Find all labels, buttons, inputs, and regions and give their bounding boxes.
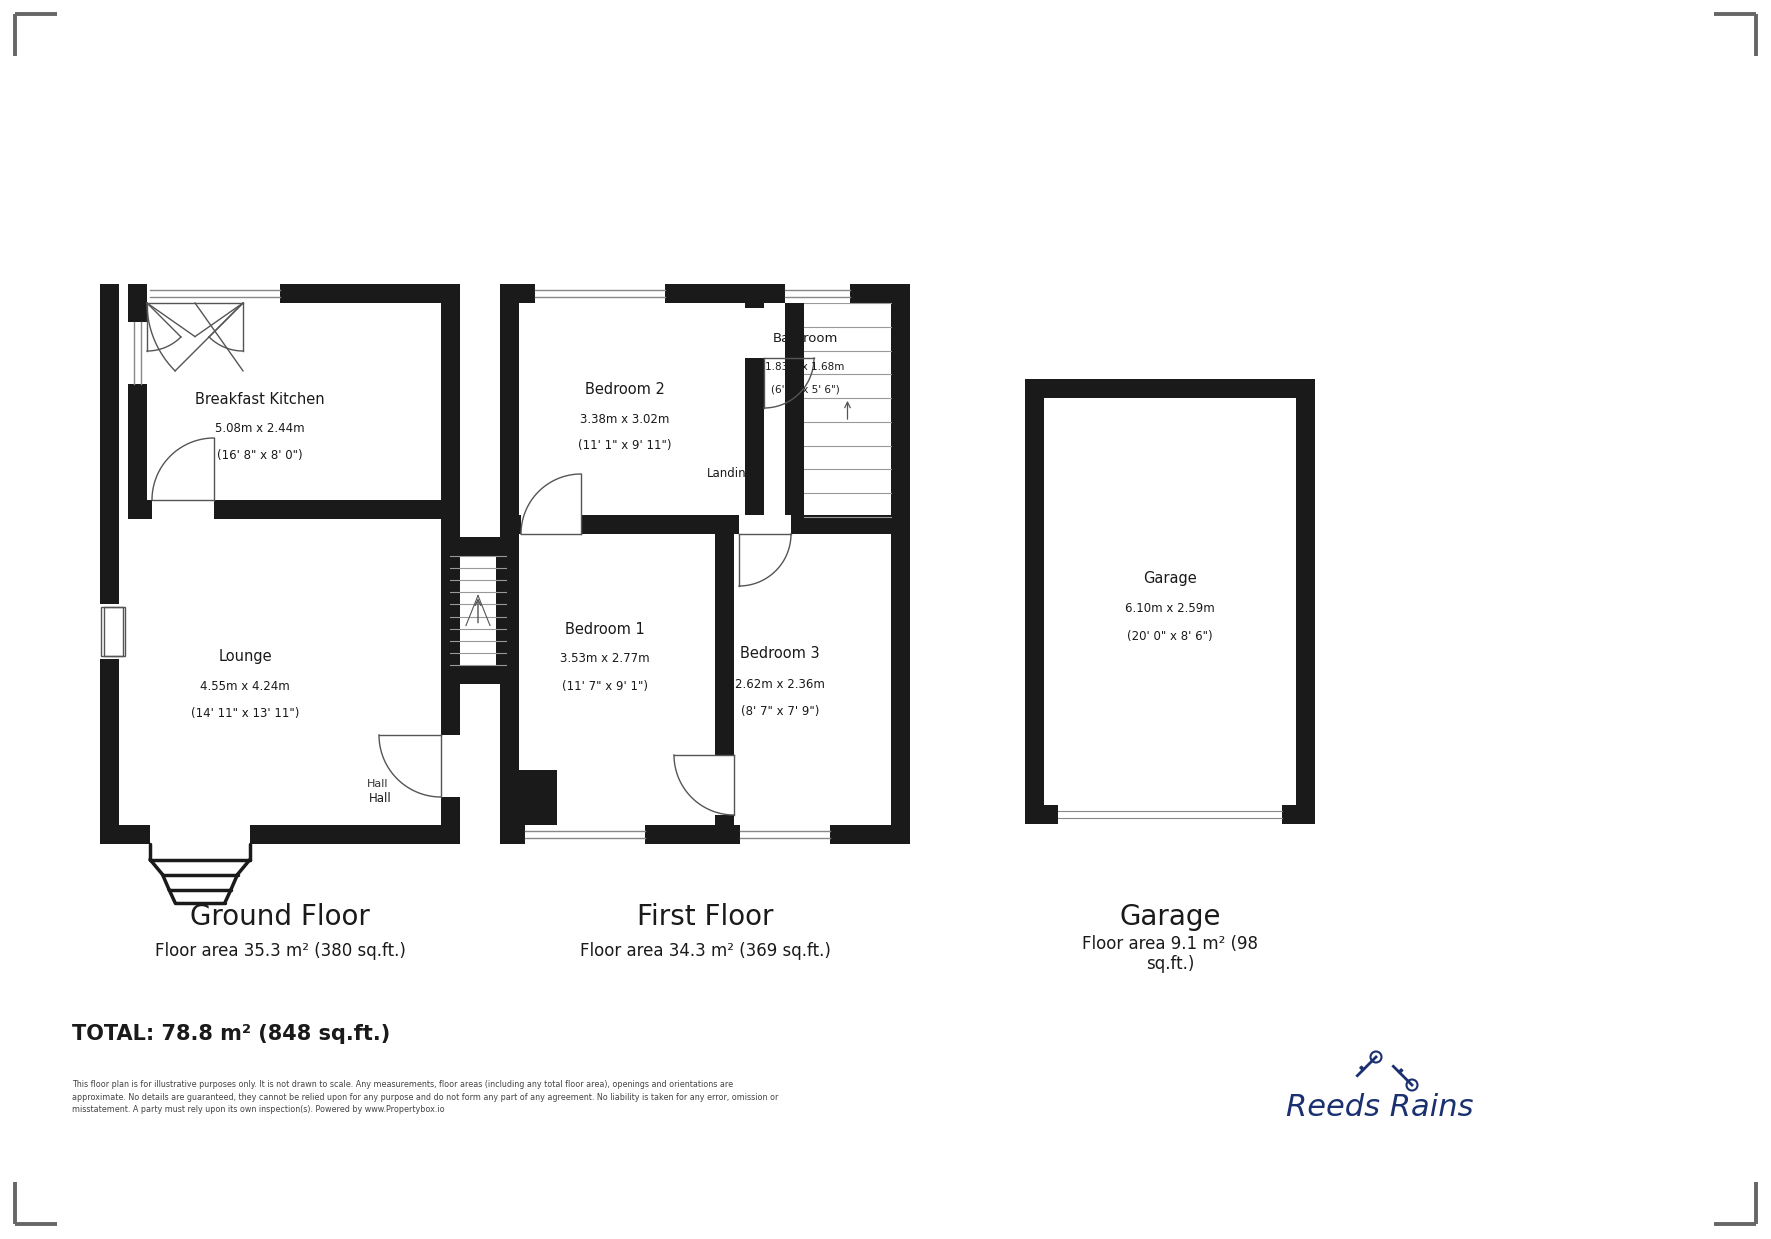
Text: Garage: Garage — [1142, 571, 1197, 586]
Bar — [99, 284, 119, 844]
Text: Hall: Hall — [368, 793, 391, 805]
Bar — [1025, 379, 1316, 398]
Bar — [740, 825, 831, 844]
Bar — [524, 825, 645, 844]
Bar — [535, 284, 664, 304]
Text: Breakfast Kitchen: Breakfast Kitchen — [195, 392, 324, 406]
Bar — [521, 515, 581, 534]
Bar — [99, 284, 460, 304]
Bar — [891, 284, 910, 844]
Bar — [1057, 804, 1282, 825]
Bar — [499, 825, 910, 844]
Bar — [99, 603, 128, 659]
Text: Floor area 35.3 m² (380 sq.ft.): Floor area 35.3 m² (380 sq.ft.) — [154, 942, 406, 960]
Text: 3.38m x 3.02m: 3.38m x 3.02m — [581, 413, 669, 425]
Text: Bedroom 3: Bedroom 3 — [740, 647, 820, 662]
Text: Ground Floor: Ground Floor — [189, 903, 370, 930]
Text: (8' 7" x 7' 9"): (8' 7" x 7' 9") — [740, 705, 820, 717]
Bar — [1025, 379, 1043, 824]
Bar — [499, 515, 910, 534]
Text: 4.55m x 4.24m: 4.55m x 4.24m — [200, 680, 290, 694]
Text: (14' 11" x 13' 11"): (14' 11" x 13' 11") — [191, 707, 299, 721]
Bar — [441, 665, 515, 684]
Text: 1.83m x 1.68m: 1.83m x 1.68m — [765, 362, 845, 372]
Bar — [739, 515, 792, 534]
Bar — [715, 534, 733, 844]
Bar — [99, 501, 460, 519]
Text: 3.53m x 2.77m: 3.53m x 2.77m — [560, 653, 650, 665]
Text: Bedroom 1: Bedroom 1 — [565, 622, 645, 637]
Text: Bedroom 2: Bedroom 2 — [584, 382, 664, 396]
Bar — [147, 284, 243, 304]
Text: Bathroom: Bathroom — [772, 332, 838, 346]
Bar — [746, 284, 763, 534]
Bar — [1025, 805, 1316, 824]
Text: (11' 7" x 9' 1"): (11' 7" x 9' 1") — [561, 679, 648, 693]
Bar — [128, 284, 147, 519]
Text: Lounge: Lounge — [218, 649, 271, 664]
Text: (16' 8" x 8' 0"): (16' 8" x 8' 0") — [218, 450, 303, 462]
Bar — [1296, 379, 1316, 824]
Text: Garage: Garage — [1119, 903, 1220, 930]
Bar — [104, 607, 122, 655]
Bar — [746, 309, 763, 358]
Text: 5.08m x 2.44m: 5.08m x 2.44m — [216, 422, 305, 435]
Bar — [151, 284, 280, 304]
Text: Reeds Rains: Reeds Rains — [1286, 1093, 1473, 1121]
Bar — [715, 755, 733, 815]
Bar — [101, 607, 126, 655]
Text: Floor area 9.1 m² (98
sq.ft.): Floor area 9.1 m² (98 sq.ft.) — [1082, 934, 1257, 974]
Text: (20' 0" x 8' 6"): (20' 0" x 8' 6") — [1126, 629, 1213, 643]
Bar — [152, 501, 214, 519]
Bar — [119, 284, 147, 519]
Bar — [99, 825, 460, 844]
Text: (11' 1" x 9' 11"): (11' 1" x 9' 11") — [579, 440, 671, 452]
Bar — [496, 536, 515, 684]
Bar — [151, 825, 250, 844]
Bar — [519, 769, 558, 825]
Bar — [441, 536, 515, 556]
Text: This floor plan is for illustrative purposes only. It is not drawn to scale. Any: This floor plan is for illustrative purp… — [73, 1080, 779, 1114]
Text: Floor area 34.3 m² (369 sq.ft.): Floor area 34.3 m² (369 sq.ft.) — [579, 942, 831, 960]
Text: (6' 0" x 5' 6"): (6' 0" x 5' 6") — [770, 384, 839, 394]
Text: 6.10m x 2.59m: 6.10m x 2.59m — [1125, 602, 1215, 616]
Text: Landing: Landing — [707, 467, 754, 481]
Bar — [785, 304, 804, 517]
Text: TOTAL: 78.8 m² (848 sq.ft.): TOTAL: 78.8 m² (848 sq.ft.) — [73, 1023, 390, 1044]
Text: 2.62m x 2.36m: 2.62m x 2.36m — [735, 678, 825, 690]
Text: First Floor: First Floor — [638, 903, 774, 930]
Text: Hall: Hall — [367, 779, 390, 789]
Bar — [441, 284, 460, 844]
Bar — [499, 284, 910, 304]
Bar — [441, 735, 460, 797]
Bar — [785, 284, 850, 304]
Bar — [499, 284, 519, 844]
Bar — [128, 322, 147, 384]
